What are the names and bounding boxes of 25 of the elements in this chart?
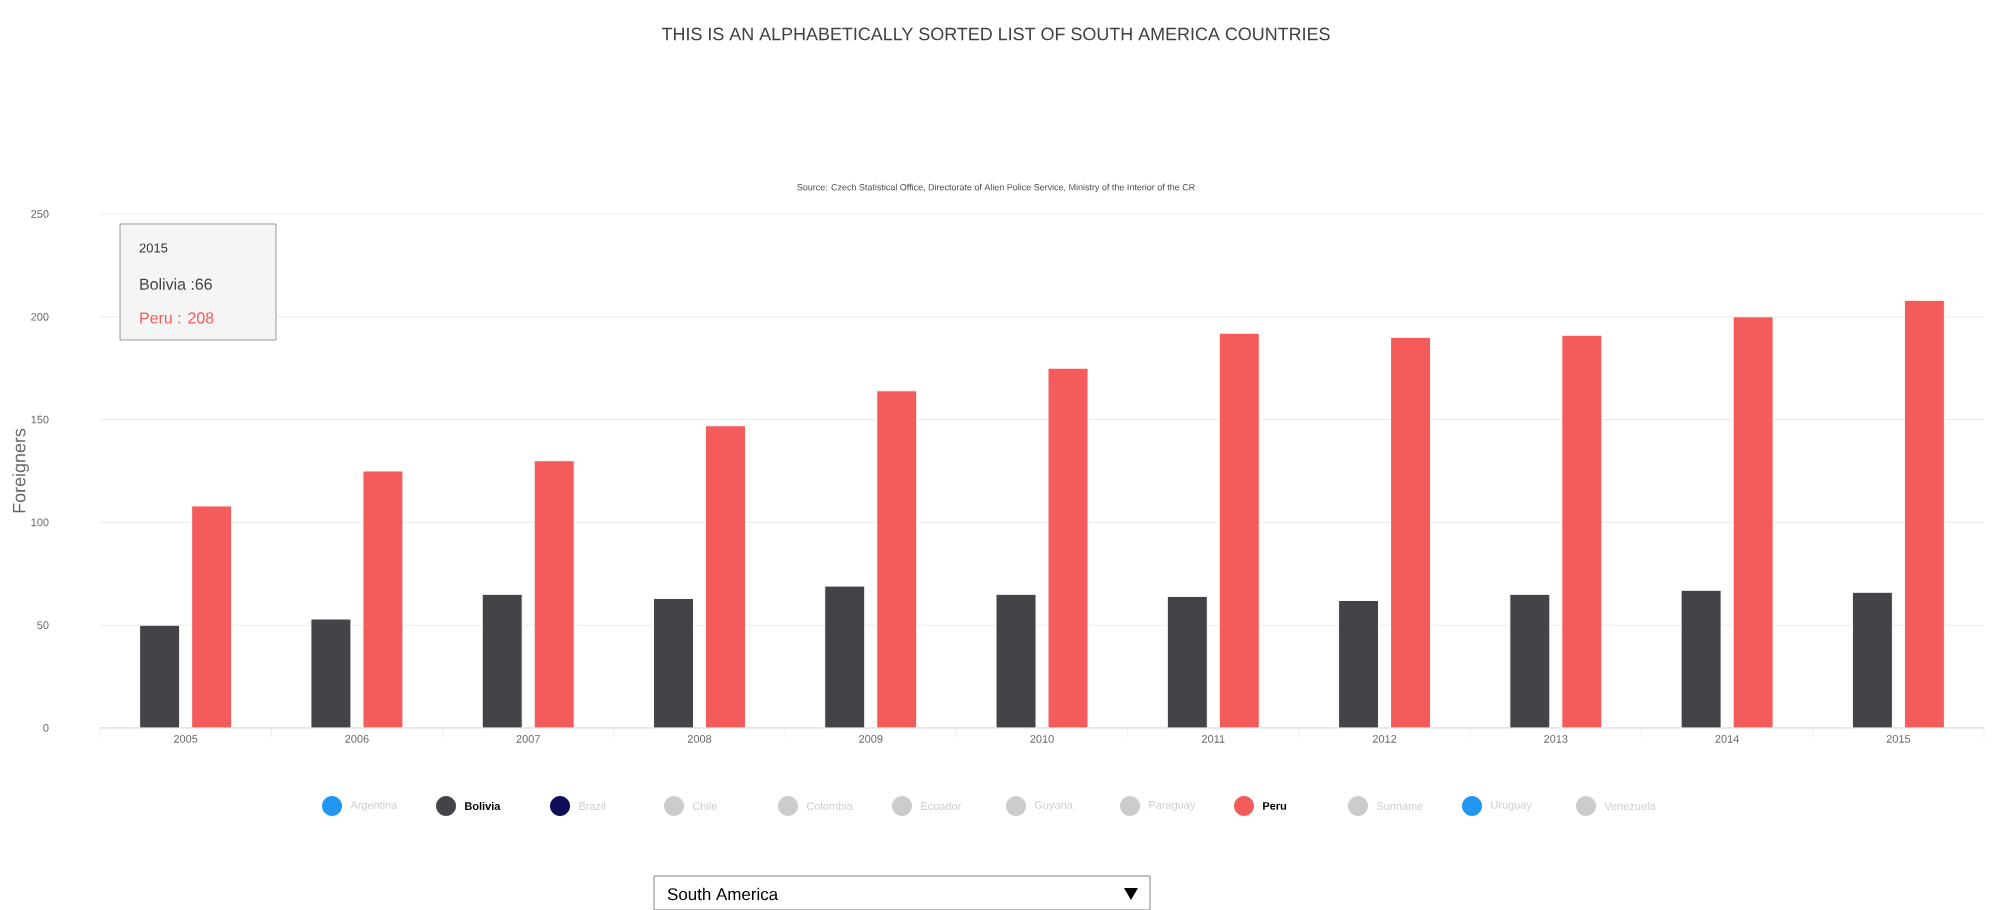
bar: [1166, 595, 1208, 729]
bar: [876, 390, 918, 729]
bar: [1732, 316, 1774, 729]
bar: [995, 593, 1037, 729]
bar: [362, 470, 404, 729]
bar: [1903, 299, 1945, 729]
bar: [1851, 591, 1893, 729]
bar: [310, 618, 352, 729]
bar: [191, 505, 233, 729]
chart-title: THIS IS AN ALPHABETICALLY SORTED LIST OF SOUTH AMERICA COUNTRIES: [661, 27, 1330, 41]
bar: [1338, 600, 1380, 729]
bar: [139, 624, 181, 729]
bar: [533, 460, 575, 729]
y-axis-title: Foreigners: [12, 428, 30, 513]
text: South America: [667, 887, 779, 901]
bar: [481, 593, 523, 729]
bar: [1390, 336, 1432, 729]
bar: [1218, 332, 1260, 729]
bar: [1561, 334, 1603, 729]
bar: [1509, 593, 1551, 729]
bar: [704, 425, 746, 729]
bar: [1680, 589, 1722, 729]
bar: [652, 597, 694, 729]
bar: [824, 585, 866, 729]
bar: [1047, 367, 1089, 729]
